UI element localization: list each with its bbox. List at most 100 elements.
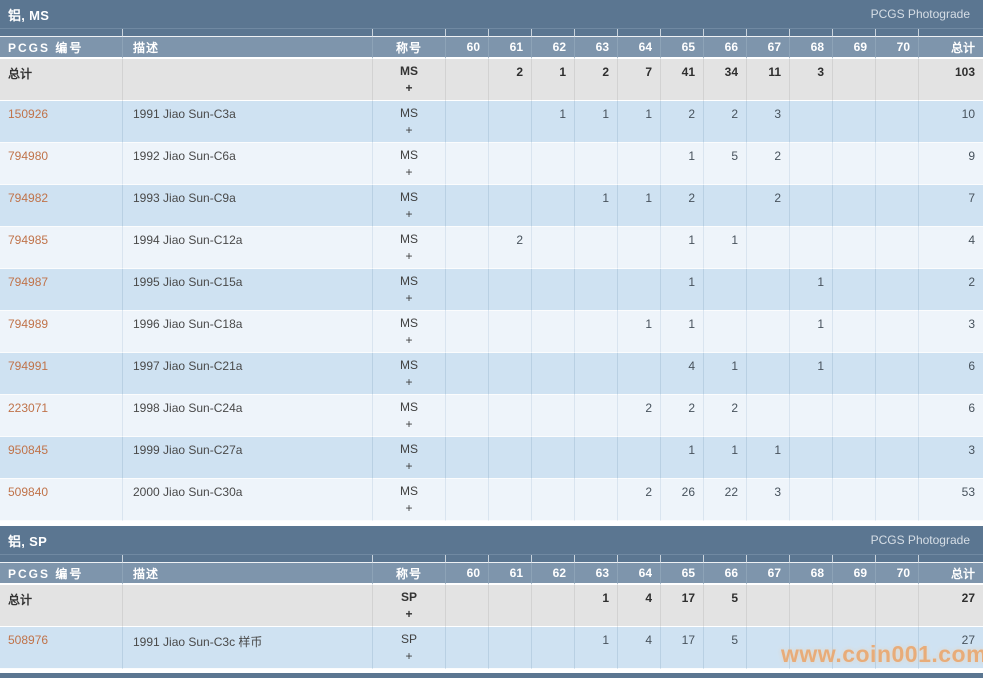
pcgs-number-link[interactable]: 150926	[8, 107, 49, 121]
grade-60-count-cell	[445, 59, 488, 101]
designation-plus: +	[405, 417, 413, 431]
header-band-cell	[488, 555, 531, 563]
table-body: 总计 MS +2 1 2 7 41 34 11 3 103 150926 1991 Jiao Sun-C…	[0, 59, 983, 521]
header-band-cell	[660, 555, 703, 563]
column-header-description: 描述	[122, 563, 372, 585]
coin-row: 794985 1994 Jiao Sun-C12a MS +2 1 1 4	[0, 227, 983, 269]
grade-66-count-cell: 34	[703, 59, 746, 101]
grade-68-count-cell	[789, 585, 832, 627]
pcgs-number-cell: 150926	[0, 101, 122, 143]
grade-62-count-cell	[531, 311, 574, 353]
designation-label: MS	[400, 274, 418, 288]
row-total-cell: 3	[918, 437, 983, 479]
column-header-designation: 称号	[372, 37, 445, 59]
designation-label: MS	[400, 232, 418, 246]
pcgs-number-link[interactable]: 950845	[8, 443, 49, 457]
grade-66-count-cell: 1	[703, 227, 746, 269]
grade-68-count-cell	[789, 227, 832, 269]
column-header-60: 60	[445, 37, 488, 59]
table-body: 总计 SP +1 4 17 5 27 508976 1991 Jiao Sun-C3c 样币 SP…	[0, 585, 983, 669]
column-header-row: PCGS 编号 描述 称号 60 61 62 63 64 65 66 67 68 69 70 总计	[0, 37, 983, 59]
grade-61-count-cell	[488, 353, 531, 395]
pcgs-number-link[interactable]: 223071	[8, 401, 49, 415]
grade-65-count-cell: 1	[660, 269, 703, 311]
pcgs-number-link[interactable]: 794989	[8, 317, 49, 331]
coin-row: 794991 1997 Jiao Sun-C21a MS +4 1 1 6	[0, 353, 983, 395]
grade-62-count-cell	[531, 143, 574, 185]
designation-label: MS	[400, 106, 418, 120]
row-total-cell: 6	[918, 353, 983, 395]
grade-63-count-cell: 1	[574, 185, 617, 227]
pcgs-number-cell: 794987	[0, 269, 122, 311]
description-cell: 1993 Jiao Sun-C9a	[122, 185, 372, 227]
column-header-62: 62	[531, 37, 574, 59]
grade-60-count-cell	[445, 227, 488, 269]
designation-cell: MS +	[372, 353, 445, 395]
designation-plus: +	[405, 649, 413, 663]
designation-cell: MS +	[372, 395, 445, 437]
pcgs-number-link[interactable]: 508976	[8, 633, 49, 647]
column-header-67: 67	[746, 37, 789, 59]
pcgs-number-cell: 794989	[0, 311, 122, 353]
grade-63-count-cell	[574, 479, 617, 521]
header-band-cell	[660, 29, 703, 37]
pcgs-photograde-link[interactable]: PCGS Photograde	[870, 533, 970, 547]
header-band-cell	[789, 555, 832, 563]
grade-60-count-cell	[445, 479, 488, 521]
total-label-cell: 总计	[0, 585, 122, 627]
pcgs-number-link[interactable]: 794991	[8, 359, 49, 373]
grade-69-count-cell	[832, 269, 875, 311]
pcgs-number-link[interactable]: 794987	[8, 275, 49, 289]
section-title: 铝, SP	[8, 533, 48, 549]
header-band-cell	[918, 29, 983, 37]
column-header-total: 总计	[918, 37, 983, 59]
header-band-cell	[0, 555, 122, 563]
row-total-cell: 27	[918, 585, 983, 627]
grade-70-count-cell	[875, 585, 918, 627]
grade-67-count-cell: 3	[746, 101, 789, 143]
grade-64-count-cell: 1	[617, 101, 660, 143]
grade-64-count-cell: 1	[617, 185, 660, 227]
row-total-cell: 27	[918, 627, 983, 669]
grade-70-count-cell	[875, 269, 918, 311]
grade-64-count-cell: 2	[617, 395, 660, 437]
pcgs-number-cell: 950845	[0, 437, 122, 479]
header-band-cell	[372, 555, 445, 563]
pcgs-number-link[interactable]: 509840	[8, 485, 49, 499]
grade-68-count-cell	[789, 101, 832, 143]
header-band-cell	[617, 29, 660, 37]
pcgs-photograde-link[interactable]: PCGS Photograde	[870, 7, 970, 21]
grade-68-count-cell: 3	[789, 59, 832, 101]
grade-69-count-cell	[832, 353, 875, 395]
grade-66-count-cell	[703, 185, 746, 227]
coin-row: 223071 1998 Jiao Sun-C24a MS +2 2 2 6	[0, 395, 983, 437]
header-band-cell	[0, 29, 122, 37]
grade-63-count-cell: 2	[574, 59, 617, 101]
header-band-cell	[531, 29, 574, 37]
grade-67-count-cell	[746, 395, 789, 437]
grade-61-count-cell	[488, 185, 531, 227]
column-header-designation: 称号	[372, 563, 445, 585]
designation-cell: MS +	[372, 143, 445, 185]
pcgs-number-link[interactable]: 794982	[8, 191, 49, 205]
grade-65-count-cell: 1	[660, 437, 703, 479]
grade-62-count-cell	[531, 627, 574, 669]
pcgs-number-cell: 508976	[0, 627, 122, 669]
table-header: PCGS 编号 描述 称号 60 61 62 63 64 65 66 67 68 69 70 总计	[0, 555, 983, 585]
column-header-63: 63	[574, 37, 617, 59]
grade-62-count-cell	[531, 395, 574, 437]
grade-64-count-cell: 4	[617, 627, 660, 669]
pcgs-number-link[interactable]: 794985	[8, 233, 49, 247]
grade-66-count-cell: 1	[703, 437, 746, 479]
total-label-cell: 总计	[0, 59, 122, 101]
grade-68-count-cell	[789, 395, 832, 437]
row-total-cell: 10	[918, 101, 983, 143]
description-cell: 2000 Jiao Sun-C30a	[122, 479, 372, 521]
grade-64-count-cell	[617, 227, 660, 269]
grade-65-count-cell: 26	[660, 479, 703, 521]
grade-66-count-cell: 5	[703, 627, 746, 669]
population-table-ms: PCGS 编号 描述 称号 60 61 62 63 64 65 66 67 68 69 70 总计 总计 MS…	[0, 29, 983, 521]
pcgs-number-link[interactable]: 794980	[8, 149, 49, 163]
grade-65-count-cell: 41	[660, 59, 703, 101]
total-label: 总计	[8, 67, 33, 81]
